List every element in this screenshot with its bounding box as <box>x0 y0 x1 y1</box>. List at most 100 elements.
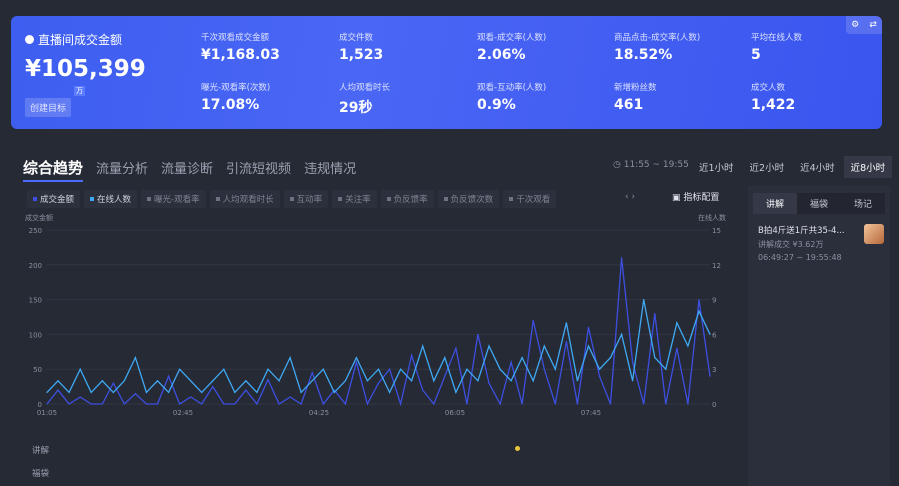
metric-label: 千次观看成交金额 <box>201 33 270 43</box>
data-point <box>145 391 148 393</box>
x-tick-label: 01:05 <box>37 409 57 417</box>
right-tick-label: 3 <box>712 366 716 374</box>
legend-item[interactable]: 互动率 <box>283 190 329 208</box>
row-label-lucky-bag: 福袋 <box>32 469 50 479</box>
data-point <box>57 389 59 391</box>
legend-label: 成交金额 <box>40 195 75 205</box>
right-tick-label: 6 <box>712 331 717 339</box>
data-point <box>245 380 247 382</box>
data-point <box>79 396 81 398</box>
series-line-sales <box>46 257 711 407</box>
legend-item[interactable]: 曝光-观看率 <box>141 190 206 208</box>
metric-item: 成交人数 1,422 <box>751 81 795 113</box>
data-point <box>510 361 512 363</box>
data-point <box>643 299 645 301</box>
data-point <box>289 357 291 359</box>
range-button[interactable]: 近8小时 <box>843 156 893 178</box>
data-point <box>388 391 391 393</box>
data-point <box>422 345 424 347</box>
tab-0[interactable]: 综合趋势 <box>23 157 84 182</box>
range-button[interactable]: 近1小时 <box>699 163 734 174</box>
data-point <box>311 380 313 382</box>
info-icon <box>25 35 34 44</box>
legend-item[interactable]: 负反馈率 <box>380 190 434 208</box>
data-point <box>698 310 700 312</box>
legend-label: 负反馈次数 <box>450 195 494 205</box>
legend-dot <box>443 197 448 201</box>
legend-item[interactable]: 负反馈次数 <box>437 190 500 208</box>
left-tick-label: 100 <box>29 331 42 339</box>
data-point <box>134 357 136 359</box>
legend-item[interactable]: 千次观看 <box>503 190 557 208</box>
range-button[interactable]: 近2小时 <box>749 163 785 174</box>
data-point <box>311 372 313 374</box>
data-point <box>576 380 579 382</box>
data-point <box>245 389 247 391</box>
explain-item[interactable]: B拍4斤送1斤共35-4... 讲解成交 ¥3.62万 06:49:27 ~ 1… <box>758 224 886 262</box>
data-point <box>521 357 523 359</box>
metric-item: 平均在线人数 5 <box>751 31 802 63</box>
tab-2[interactable]: 流量诊断 <box>161 162 214 177</box>
tab-1[interactable]: 流量分析 <box>96 162 149 177</box>
range-buttons: 近1小时 近2小时 近4小时 近8小时 <box>690 156 893 178</box>
right-tick-label: 9 <box>712 297 716 305</box>
data-point <box>167 375 170 377</box>
panel-tab[interactable]: 讲解 <box>753 193 797 214</box>
data-point <box>554 368 556 370</box>
legend-item[interactable]: 人均观看时长 <box>209 190 280 208</box>
card-tools: ⚙ ⇄ <box>846 16 882 34</box>
data-point <box>709 333 711 335</box>
data-point <box>234 391 236 393</box>
data-point <box>333 391 335 393</box>
legend-dot <box>90 197 95 201</box>
data-point <box>543 368 545 370</box>
right-tick-label: 0 <box>712 401 716 409</box>
legend-label: 负反馈率 <box>393 195 428 205</box>
data-point <box>466 403 468 405</box>
metric-label: 人均观看时长 <box>339 83 391 93</box>
range-button[interactable]: 近4小时 <box>800 163 835 174</box>
data-point <box>179 403 181 405</box>
x-tick-label: 04:25 <box>309 409 329 417</box>
data-point <box>532 380 534 382</box>
data-point <box>333 389 335 391</box>
time-range-text: 11:55 ~ 19:55 <box>623 160 689 170</box>
data-point <box>444 357 446 359</box>
tab-3[interactable]: 引流短视频 <box>226 162 292 177</box>
switch-icon[interactable]: ⇄ <box>869 20 877 30</box>
legend-label: 人均观看时长 <box>222 195 274 205</box>
create-goal-button[interactable]: 创建目标 <box>25 98 72 117</box>
data-point <box>223 403 225 405</box>
data-point <box>477 333 479 335</box>
legend-item[interactable]: 成交金额 <box>27 190 81 208</box>
data-point <box>654 357 656 359</box>
unit-badge: 万 <box>74 86 85 96</box>
legend-label: 关注率 <box>345 195 371 205</box>
data-point <box>223 368 225 370</box>
legend-item[interactable]: 关注率 <box>332 190 377 208</box>
left-tick-label: 200 <box>29 262 42 270</box>
data-point <box>278 403 280 405</box>
data-point <box>179 368 181 370</box>
data-point <box>499 403 501 405</box>
x-tick-label: 06:05 <box>445 409 465 417</box>
data-point <box>499 368 501 370</box>
data-point <box>377 382 380 384</box>
data-point <box>234 403 236 405</box>
legend-nav[interactable]: ‹ › <box>625 192 636 202</box>
legend-item[interactable]: 在线人数 <box>84 190 138 208</box>
settings-icon[interactable]: ⚙ <box>851 20 860 30</box>
data-point <box>543 345 545 347</box>
panel-tab[interactable]: 福袋 <box>809 200 828 210</box>
data-point <box>190 396 192 398</box>
tab-4[interactable]: 违规情况 <box>304 162 357 177</box>
data-point <box>687 345 689 347</box>
data-point <box>355 357 357 359</box>
data-point <box>676 347 678 349</box>
metric-config-button[interactable]: ▣ 指标配置 <box>672 193 720 203</box>
data-point <box>322 403 324 405</box>
legend-dot <box>147 197 152 201</box>
panel-tab[interactable]: 场记 <box>853 200 872 210</box>
data-point <box>488 382 490 384</box>
summary-title: 直播间成交金额 <box>25 31 122 48</box>
